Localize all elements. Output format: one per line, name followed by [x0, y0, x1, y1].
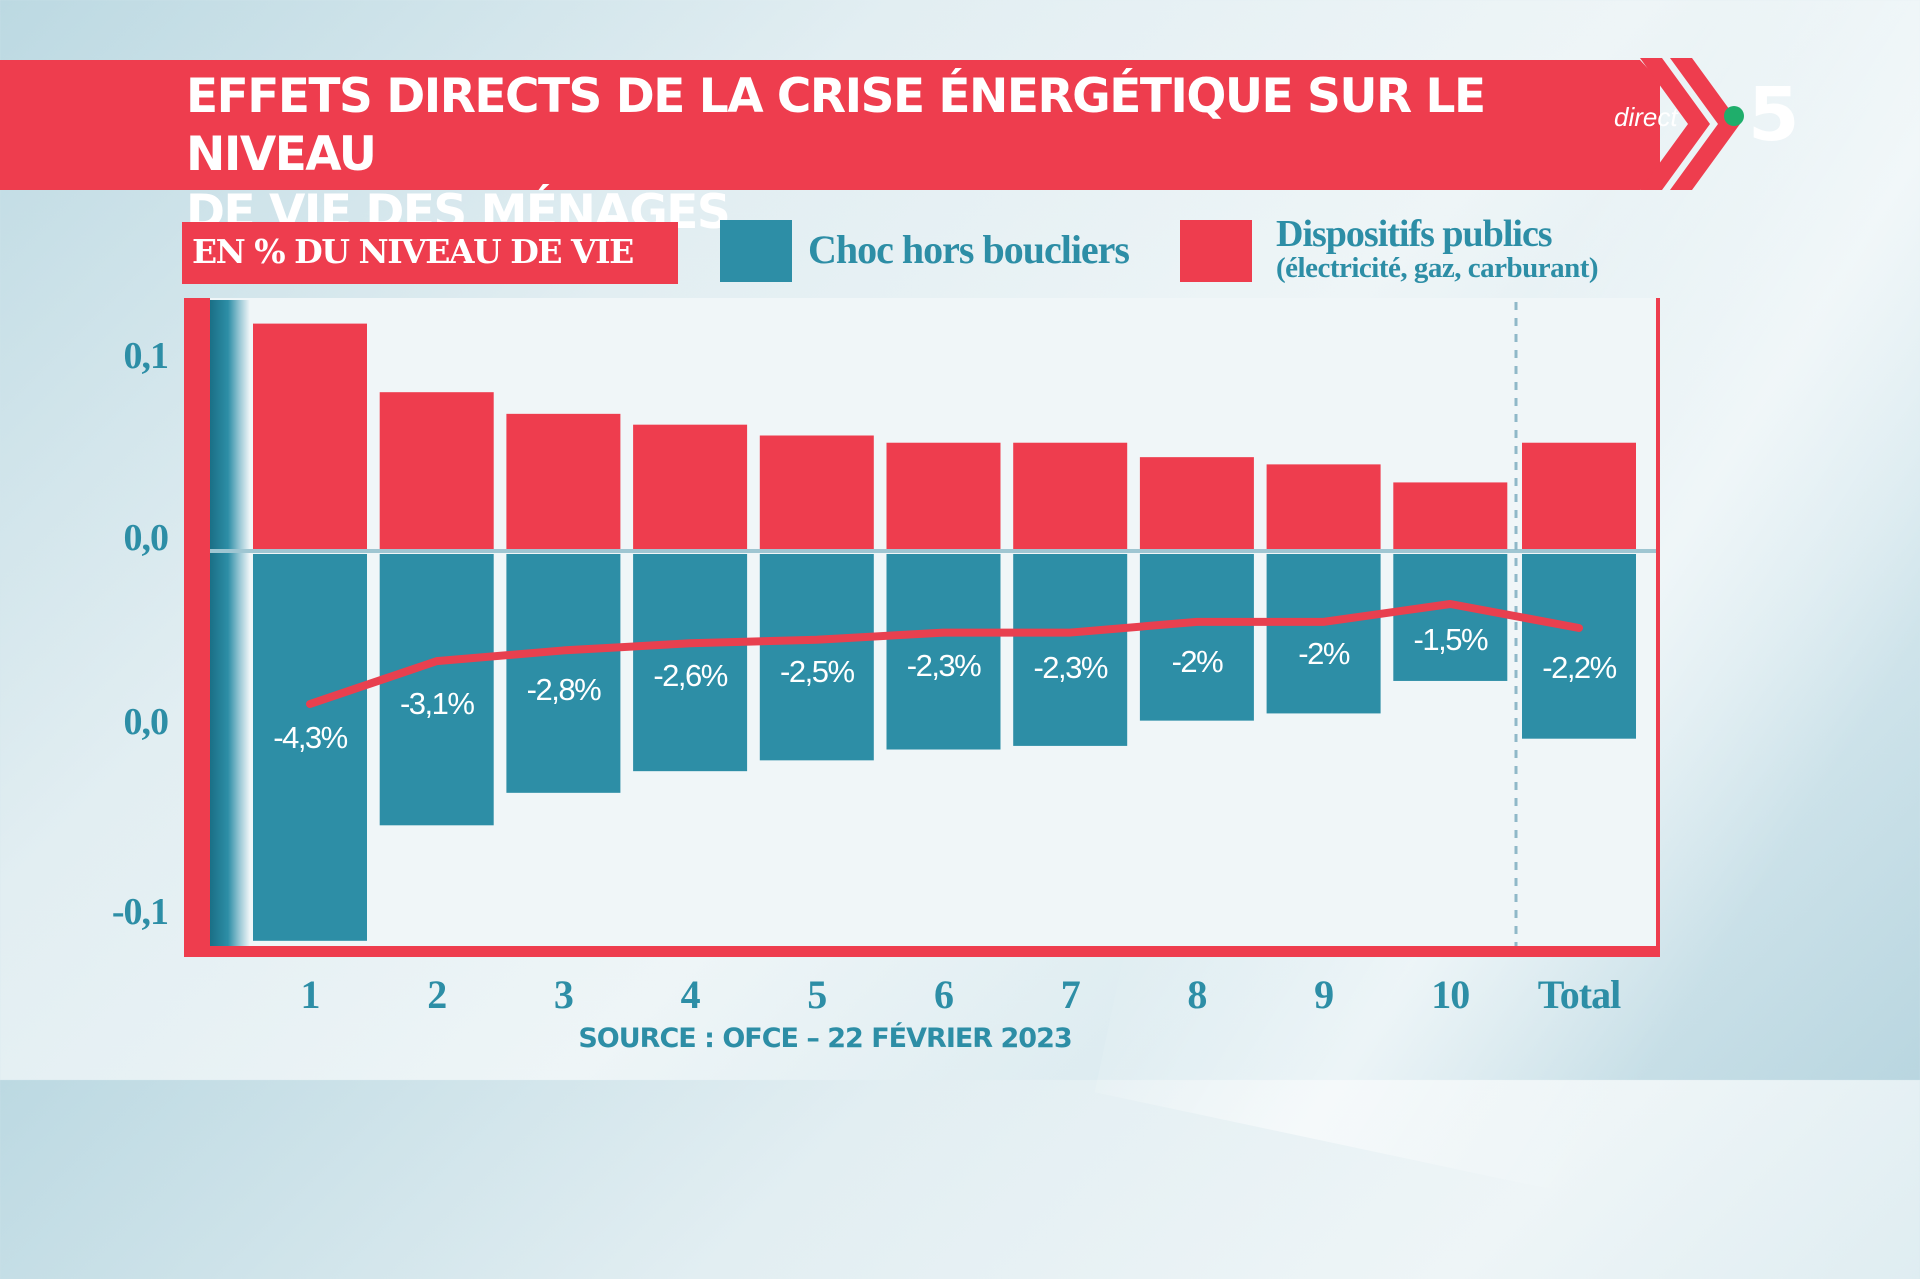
bar-choc-hors-boucliers — [1393, 554, 1508, 681]
x-tick-label: 3 — [554, 972, 573, 1017]
y-tick-label: 0,1 — [124, 335, 169, 377]
x-tick-label: Total — [1538, 972, 1621, 1017]
chart-svg: 0,1 0,0 0,0 -0,1 1 2 3 4 5 6 7 8 9 10 Total -4,3% -3,1% -… — [112, 298, 1660, 1017]
data-label: -2,2% — [1542, 650, 1616, 685]
title-line-1: EFFETS DIRECTS DE LA CRISE ÉNERGÉTIQUE S… — [186, 69, 1486, 182]
x-tick-label: 10 — [1431, 972, 1469, 1017]
legend-swatch-blue — [720, 220, 792, 282]
net-effect-line — [306, 600, 1583, 708]
data-label: -2,6% — [653, 658, 727, 693]
bar-dispositifs-publics — [253, 323, 367, 549]
bar-choc-hors-boucliers — [1522, 554, 1636, 739]
x-tick-label: 5 — [807, 972, 826, 1017]
data-label: -3,1% — [400, 686, 474, 721]
logo-direct-text: direct — [1614, 102, 1678, 132]
bar-dispositifs-publics — [506, 413, 621, 549]
bar-dispositifs-publics — [1013, 442, 1128, 549]
title-banner: EFFETS DIRECTS DE LA CRISE ÉNERGÉTIQUE S… — [0, 60, 1660, 240]
left-gradient-strip — [210, 300, 250, 948]
data-label: -2% — [1172, 644, 1224, 679]
legend-label-red: Dispositifs publics — [1276, 213, 1553, 255]
bar-choc-hors-boucliers — [759, 554, 874, 761]
data-label: -4,3% — [273, 720, 347, 755]
legend-label-blue: Choc hors boucliers — [808, 227, 1130, 272]
unit-label-box: EN % DU NIVEAU DE VIE — [182, 222, 678, 284]
bar-dispositifs-publics — [1393, 482, 1508, 549]
data-label: -2,3% — [1033, 650, 1107, 685]
bar-choc-hors-boucliers — [506, 554, 621, 793]
bar-dispositifs-publics — [1522, 442, 1636, 549]
title-banner-background — [0, 60, 1660, 190]
x-tick-label: 8 — [1187, 972, 1206, 1017]
bar-choc-hors-boucliers — [1013, 554, 1128, 746]
bar-choc-hors-boucliers — [1266, 554, 1381, 714]
x-tick-label: 7 — [1061, 972, 1081, 1017]
y-tick-label: 0,0 — [124, 517, 169, 559]
channel-logo: 5 — [1748, 72, 1800, 158]
bar-dispositifs-publics — [379, 392, 494, 549]
bar-dispositifs-publics — [633, 424, 748, 549]
x-tick-label: 9 — [1314, 972, 1333, 1017]
data-label: -2,5% — [780, 654, 854, 689]
x-axis-bar — [184, 946, 1660, 957]
bar-choc-hors-boucliers — [253, 554, 367, 941]
y-axis-bar — [184, 298, 210, 950]
x-tick-label: 6 — [934, 972, 953, 1017]
bar-choc-hors-boucliers — [633, 554, 748, 772]
x-tick-label: 2 — [427, 972, 446, 1017]
data-label: -1,5% — [1414, 622, 1488, 657]
bar-dispositifs-publics — [1266, 464, 1381, 549]
data-label: -2,8% — [527, 672, 601, 707]
logo-dot-icon — [1724, 106, 1744, 126]
y-tick-label: 0,0 — [124, 701, 169, 743]
legend-swatch-red — [1180, 220, 1252, 282]
bar-dispositifs-publics — [1139, 457, 1254, 549]
bar-choc-hors-boucliers — [886, 554, 1001, 750]
right-frame-line — [1656, 298, 1660, 948]
bar-choc-hors-boucliers — [1139, 554, 1254, 721]
data-label: -2% — [1298, 636, 1350, 671]
bar-dispositifs-publics — [759, 435, 874, 549]
bar-choc-hors-boucliers — [379, 554, 494, 826]
y-tick-label: -0,1 — [112, 891, 168, 933]
bar-dispositifs-publics — [886, 442, 1001, 549]
unit-label: EN % DU NIVEAU DE VIE — [192, 232, 634, 271]
x-tick-label: 1 — [301, 972, 320, 1017]
x-tick-label: 4 — [681, 972, 701, 1017]
source-note: SOURCE : OFCE – 22 FÉVRIER 2023 — [578, 1023, 1072, 1054]
legend-sublabel-red: (électricité, gaz, carburant) — [1276, 252, 1599, 284]
data-label: -2,3% — [907, 648, 981, 683]
